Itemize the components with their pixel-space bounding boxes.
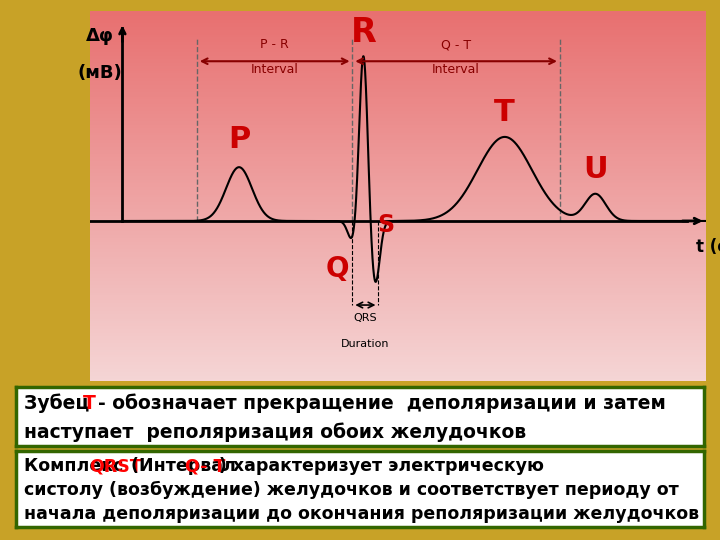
Text: R: R [351,17,377,50]
Text: T: T [84,394,96,413]
Text: Комплекс: Комплекс [24,457,130,475]
Text: систолу (возбуждение) желудочков и соответствует периоду от: систолу (возбуждение) желудочков и соотв… [24,481,679,500]
Text: Duration: Duration [341,339,390,349]
Text: P - R: P - R [261,38,289,51]
Text: (мВ): (мВ) [77,64,122,82]
Text: ) характеризует электрическую: ) характеризует электрическую [219,457,544,475]
Text: Q- T: Q- T [185,457,225,475]
Text: QRST: QRST [89,457,141,475]
Text: наступает  реполяризация обоих желудочков: наступает реполяризация обоих желудочков [24,423,526,442]
Text: S: S [377,213,394,237]
Text: Q - T: Q - T [441,38,471,51]
Text: Δφ: Δφ [86,27,114,45]
Text: QRS: QRS [354,313,377,323]
Text: Зубец: Зубец [24,394,96,413]
Text: T: T [495,98,515,127]
Text: t (с): t (с) [696,238,720,256]
Text: начала деполяризации до окончания реполяризации желудочков: начала деполяризации до окончания реполя… [24,505,699,523]
Text: U: U [583,155,608,184]
Text: (Интервал: (Интервал [125,457,241,475]
Text: Interval: Interval [432,63,480,76]
Text: Interval: Interval [251,63,299,76]
Text: P: P [228,125,250,154]
Text: Q: Q [325,254,349,282]
Text: - обозначает прекращение  деполяризации и затем: - обозначает прекращение деполяризации и… [98,394,665,413]
